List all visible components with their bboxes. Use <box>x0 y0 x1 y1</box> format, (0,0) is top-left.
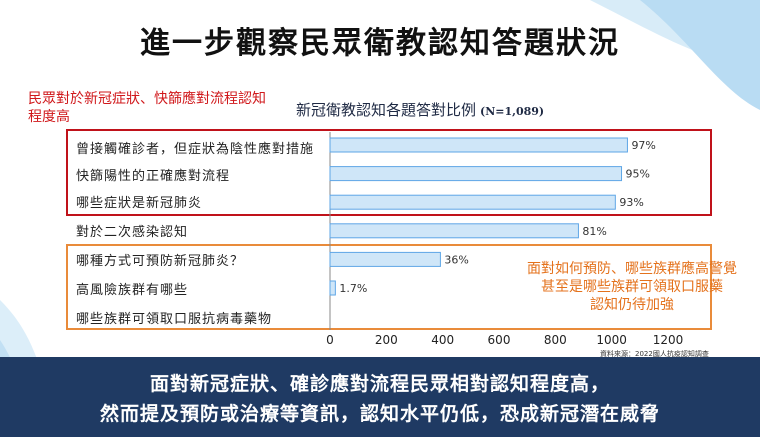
bar <box>329 251 441 267</box>
x-tick-label: 0 <box>326 333 334 347</box>
low-awareness-box <box>66 244 712 330</box>
sample-size: (N=1,089) <box>480 105 545 118</box>
data-label: 97% <box>631 139 655 152</box>
category-label: 哪些族群可領取口服抗病毒藥物 <box>76 312 273 327</box>
bar <box>329 223 579 239</box>
bar <box>329 280 336 296</box>
category-label: 對於二次感染認知 <box>76 225 189 240</box>
category-label: 哪些症狀是新冠肺炎 <box>76 196 203 211</box>
high-awareness-box <box>66 129 712 216</box>
data-label: 93% <box>619 196 643 209</box>
page-title: 進一步觀察民眾衛教認知答題狀況 <box>140 26 620 61</box>
data-label: 1.7% <box>339 282 367 295</box>
category-label: 哪種方式可預防新冠肺炎？ <box>76 254 245 269</box>
x-tick-label: 1000 <box>596 333 627 347</box>
x-tick-label: 200 <box>375 333 398 347</box>
x-tick-label: 1200 <box>653 333 684 347</box>
low-awareness-note-line: 面對如何預防、哪些族群應高警覺 <box>527 261 737 277</box>
x-tick-label: 800 <box>544 333 567 347</box>
data-label: 36% <box>444 253 468 266</box>
data-source: 資料來源：2022國人抗疫認知調查 <box>600 350 709 358</box>
x-tick-label: 600 <box>488 333 511 347</box>
bar <box>329 166 623 182</box>
x-tick-label: 400 <box>431 333 454 347</box>
chart-title: 新冠衛教認知各題答對比例 (N=1,089) <box>296 99 544 120</box>
low-awareness-note-line: 甚至是哪些族群可領取口服藥 <box>541 279 723 295</box>
category-label: 高風險族群有哪些 <box>76 283 189 298</box>
low-awareness-note-line: 認知仍待加強 <box>590 297 674 313</box>
high-awareness-note: 民眾對於新冠症狀、快篩應對流程認知程度高 <box>28 91 266 125</box>
summary-banner: 面對新冠症狀、確診應對流程民眾相對認知程度高， 然而提及預防或治療等資訊，認知水… <box>0 357 760 437</box>
data-label: 81% <box>582 225 606 238</box>
bar <box>329 137 628 153</box>
data-label: 95% <box>626 168 650 181</box>
summary-line: 然而提及預防或治療等資訊，認知水平仍低，恐成新冠潛在威脅 <box>99 403 660 425</box>
bar <box>329 194 616 210</box>
category-label: 快篩陽性的正確應對流程 <box>76 169 231 184</box>
chart-title-text: 新冠衛教認知各題答對比例 <box>296 101 477 119</box>
summary-line: 面對新冠症狀、確診應對流程民眾相對認知程度高， <box>149 373 610 395</box>
category-label: 曾接觸確診者，但症狀為陰性應對措施 <box>76 142 315 157</box>
low-awareness-note: 面對如何預防、哪些族群應高警覺 甚至是哪些族群可領取口服藥 認知仍待加強 <box>512 260 752 314</box>
